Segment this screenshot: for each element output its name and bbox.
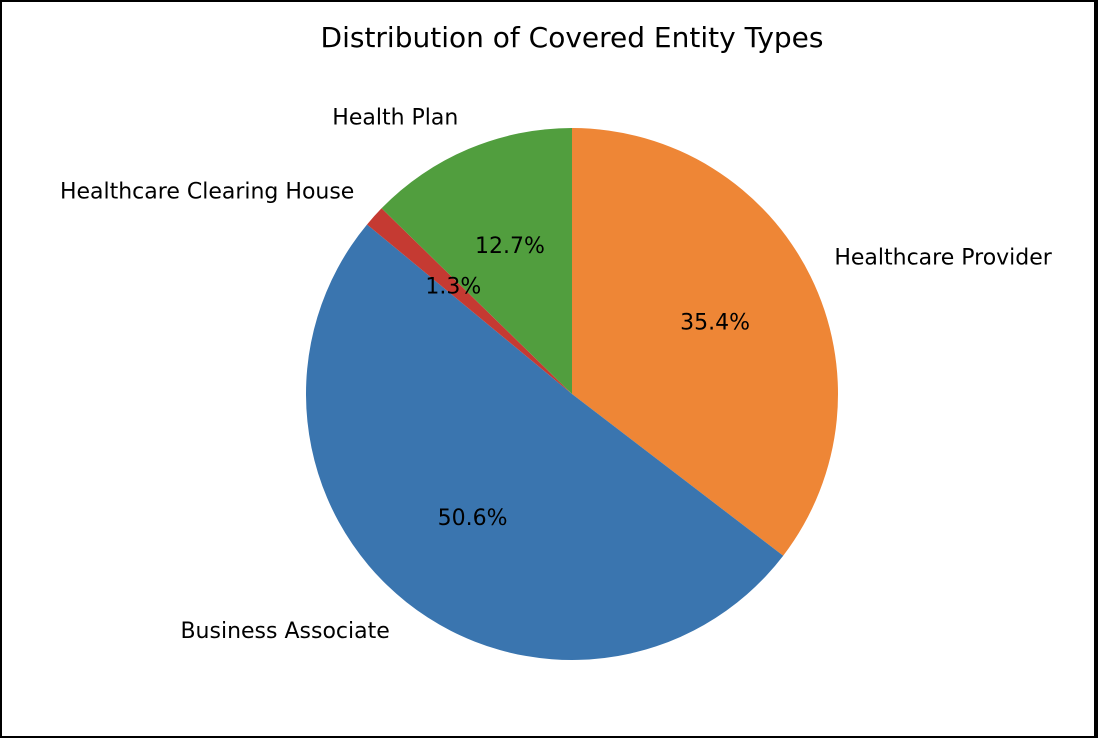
slice-label-business-associate: Business Associate [180,619,389,644]
pie-slice-business-associate [305,224,784,661]
slice-name-labels: Healthcare Provider Business Associate Hea… [60,105,1053,644]
chart-title: Distribution of Covered Entity Types [321,21,824,54]
pie-slice-healthcare-provider [572,128,838,556]
pie-slice-healthcare-clearing-house [367,208,572,394]
pie-slices [305,127,838,661]
slice-label-healthcare-clearing-house: Healthcare Clearing House [60,179,354,204]
slice-label-healthcare-provider: Healthcare Provider [834,245,1052,270]
pie-slice-health-plan [381,127,572,394]
slice-percent-business-associate: 50.6% [438,506,508,531]
slice-label-health-plan: Health Plan [332,105,458,130]
slice-percent-labels: 35.4% 50.6% 1.3% 12.7% [425,234,750,531]
slice-percent-health-plan: 12.7% [475,234,545,259]
slice-percent-healthcare-provider: 35.4% [680,310,750,335]
slice-percent-healthcare-clearing-house: 1.3% [425,274,481,299]
